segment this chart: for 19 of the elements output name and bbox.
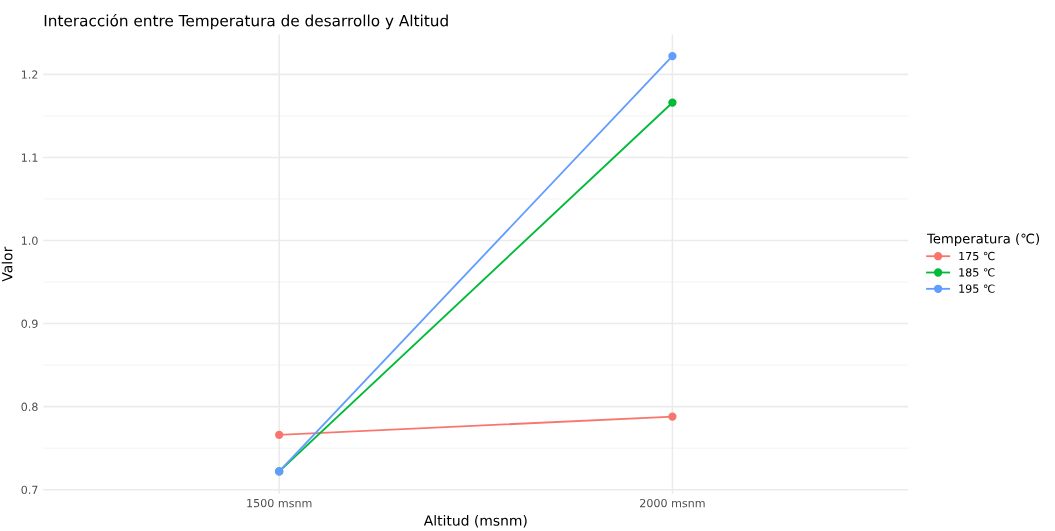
point [668, 51, 677, 61]
y-tick-label: 1.0 [21, 236, 38, 245]
y-axis-title: Valor [1, 246, 13, 282]
chart-title: Interacción entre Temperatura de desarrollo y Altitud [44, 13, 448, 30]
legend-label: 175 ℃ [959, 251, 995, 261]
point [275, 430, 284, 440]
point [668, 412, 677, 421]
y-tick-label: 1.2 [21, 70, 38, 79]
y-tick-label: 1.1 [21, 153, 38, 162]
point [668, 98, 677, 107]
legend-title: Temperatura (℃) [926, 233, 1040, 247]
legend-label: 185 ℃ [959, 268, 995, 277]
y-tick-label: 0.9 [21, 319, 38, 328]
y-tick-label: 0.7 [21, 485, 38, 495]
legend-label: 195 ℃ [959, 284, 995, 293]
x-axis-title: Altitud (msnm) [423, 515, 527, 528]
y-tick-label: 0.8 [21, 402, 38, 411]
x-tick-label: 2000 msnm [640, 498, 705, 508]
x-tick-label: 1500 msnm [247, 498, 312, 508]
